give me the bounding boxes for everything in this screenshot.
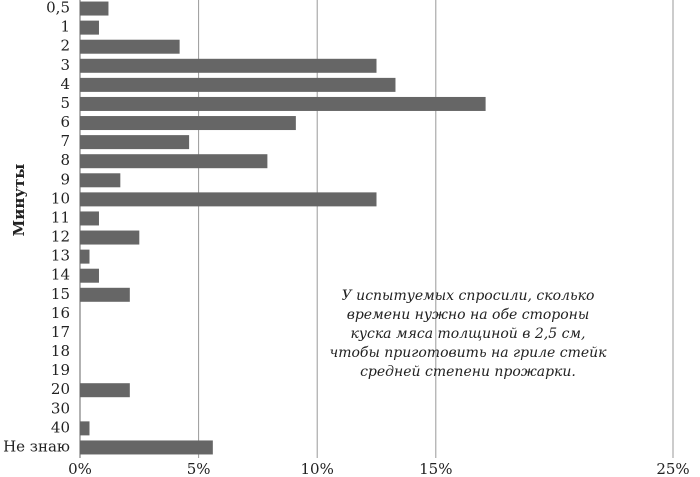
y-tick-label: 12: [51, 228, 70, 246]
bar: [80, 421, 90, 436]
y-tick-label: 13: [51, 247, 70, 265]
y-tick-label: 20: [51, 380, 70, 398]
y-tick-label: 10: [51, 189, 70, 207]
y-tick-label: 18: [51, 342, 70, 360]
x-tick-label: 0%: [68, 460, 92, 477]
bar: [80, 173, 121, 188]
bar: [80, 268, 99, 283]
bar: [80, 249, 90, 264]
y-tick-label: 4: [60, 75, 70, 93]
y-tick-label: 6: [60, 113, 70, 131]
bar: [80, 1, 109, 16]
bar: [80, 58, 377, 73]
bar: [80, 20, 99, 35]
y-tick-label: 7: [60, 132, 70, 150]
y-tick-label: 0,5: [46, 0, 70, 17]
bar: [80, 135, 190, 150]
bar: [80, 287, 130, 302]
y-tick-label: 15: [51, 285, 70, 303]
y-tick-label: 5: [60, 94, 70, 112]
x-tick-label: 15%: [419, 460, 452, 477]
bar: [80, 211, 99, 226]
y-axis-label: Минуты: [10, 164, 28, 237]
y-tick-label: 3: [60, 56, 70, 74]
y-tick-label: 1: [60, 18, 70, 36]
y-tick-label: 9: [60, 170, 70, 188]
bar: [80, 116, 296, 131]
y-tick-label: Не знаю: [3, 437, 70, 455]
annotation: чтобы приготовить на гриле стейк: [329, 345, 607, 361]
annotation: средней степени прожарки.: [360, 364, 576, 380]
bar: [80, 440, 213, 455]
bar: [80, 192, 377, 207]
y-tick-label: 8: [60, 151, 70, 169]
y-tick-label: 11: [51, 208, 70, 226]
annotation: У испытуемых спросили, сколько: [342, 288, 595, 304]
bar: [80, 77, 396, 92]
y-tick-label: 19: [51, 361, 70, 379]
x-tick-label: 10%: [301, 460, 334, 477]
annotation: куска мяса толщиной в 2,5 см,: [351, 326, 586, 342]
x-tick-label: 25%: [656, 460, 689, 477]
annotation: времени нужно на обе стороны: [347, 307, 590, 323]
bar: [80, 154, 268, 169]
bar: [80, 96, 486, 111]
y-tick-label: 14: [51, 266, 70, 284]
y-tick-label: 17: [51, 323, 70, 341]
x-tick-label: 5%: [187, 460, 211, 477]
y-tick-label: 2: [60, 37, 70, 55]
y-tick-label: 40: [51, 418, 70, 436]
bar: [80, 39, 180, 54]
y-tick-label: 30: [51, 399, 70, 417]
bar: [80, 383, 130, 398]
bar: [80, 230, 140, 245]
y-tick-label: 16: [51, 304, 70, 322]
